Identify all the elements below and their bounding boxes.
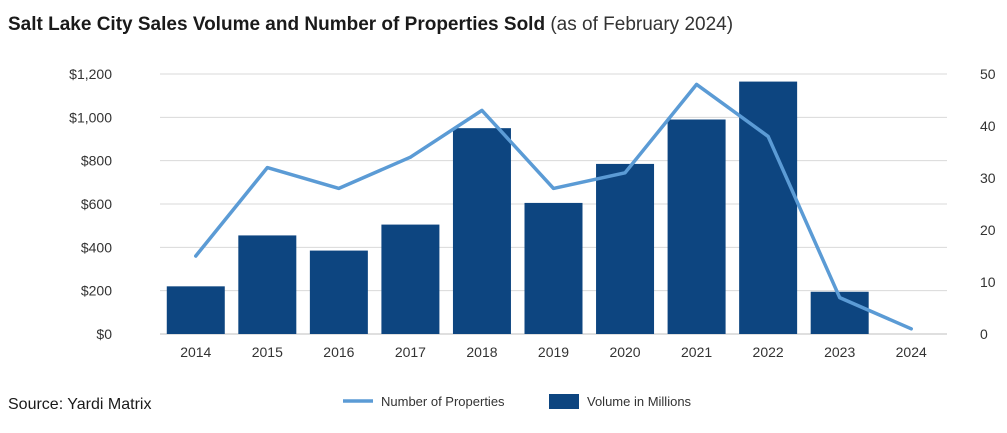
y-right-tick-label: 20 [980, 222, 996, 238]
line-point-2014 [194, 254, 198, 258]
bar-2014 [166, 286, 225, 334]
bar-2020 [596, 163, 655, 334]
x-tick-label: 2016 [323, 344, 354, 360]
line-series [194, 82, 913, 331]
bar-2022 [739, 81, 798, 334]
legend-label-line: Number of Properties [381, 394, 505, 409]
legend-bar-swatch [549, 394, 579, 409]
legend-label-bar: Volume in Millions [587, 394, 692, 409]
line-point-2020 [623, 171, 627, 175]
line-point-2024 [909, 327, 913, 331]
y-left-tick-label: $800 [81, 153, 112, 169]
chart-title-subtitle: (as of February 2024) [550, 14, 734, 35]
x-tick-label: 2015 [252, 344, 283, 360]
line-point-2018 [480, 108, 484, 112]
y-left-tick-label: $400 [81, 239, 112, 255]
line-point-2023 [838, 296, 842, 300]
line-point-2017 [408, 155, 412, 159]
line-point-2021 [695, 82, 699, 86]
y-right-tick-label: 0 [980, 326, 988, 342]
y-right-tick-label: 10 [980, 274, 996, 290]
x-tick-label: 2023 [824, 344, 855, 360]
x-tick-label: 2022 [753, 344, 784, 360]
x-tick-label: 2019 [538, 344, 569, 360]
y-left-tick-label: $0 [96, 326, 112, 342]
bar-2019 [524, 202, 583, 334]
y-left-tick-label: $200 [81, 283, 112, 299]
chart-title: Salt Lake City Sales Volume and Number o… [8, 14, 733, 36]
right-axis: 0 10 20 30 40 50 [980, 66, 996, 342]
bar-2017 [381, 224, 440, 334]
x-tick-label: 2020 [609, 344, 640, 360]
bar-series [166, 81, 869, 334]
source-note: Source: Yardi Matrix [8, 396, 152, 413]
y-left-tick-label: $1,000 [69, 109, 112, 125]
line-point-2022 [766, 134, 770, 138]
line-point-2016 [337, 186, 341, 190]
y-left-tick-label: $600 [81, 196, 112, 212]
y-right-tick-label: 50 [980, 66, 996, 82]
legend: Number of Properties Volume in Millions [343, 394, 692, 409]
line-point-2019 [552, 186, 555, 190]
line-point-2015 [265, 166, 269, 170]
bar-2016 [309, 250, 368, 334]
x-tick-label: 2014 [180, 344, 211, 360]
bar-2021 [667, 119, 726, 334]
x-tick-label: 2021 [681, 344, 712, 360]
chart-title-main: Salt Lake City Sales Volume and Number o… [8, 14, 546, 35]
y-right-tick-label: 30 [980, 170, 996, 186]
left-axis: $0 $200 $400 $600 $800 $1,000 $1,200 [69, 66, 112, 342]
bar-2015 [238, 235, 297, 334]
y-left-tick-label: $1,200 [69, 66, 112, 82]
x-tick-label: 2024 [896, 344, 927, 360]
x-tick-label: 2018 [466, 344, 497, 360]
x-tick-label: 2017 [395, 344, 426, 360]
bar-2018 [452, 128, 511, 334]
x-axis: 2014 2015 2016 2017 2018 2019 2020 2021 2022 2023… [180, 344, 927, 360]
y-right-tick-label: 40 [980, 118, 996, 134]
